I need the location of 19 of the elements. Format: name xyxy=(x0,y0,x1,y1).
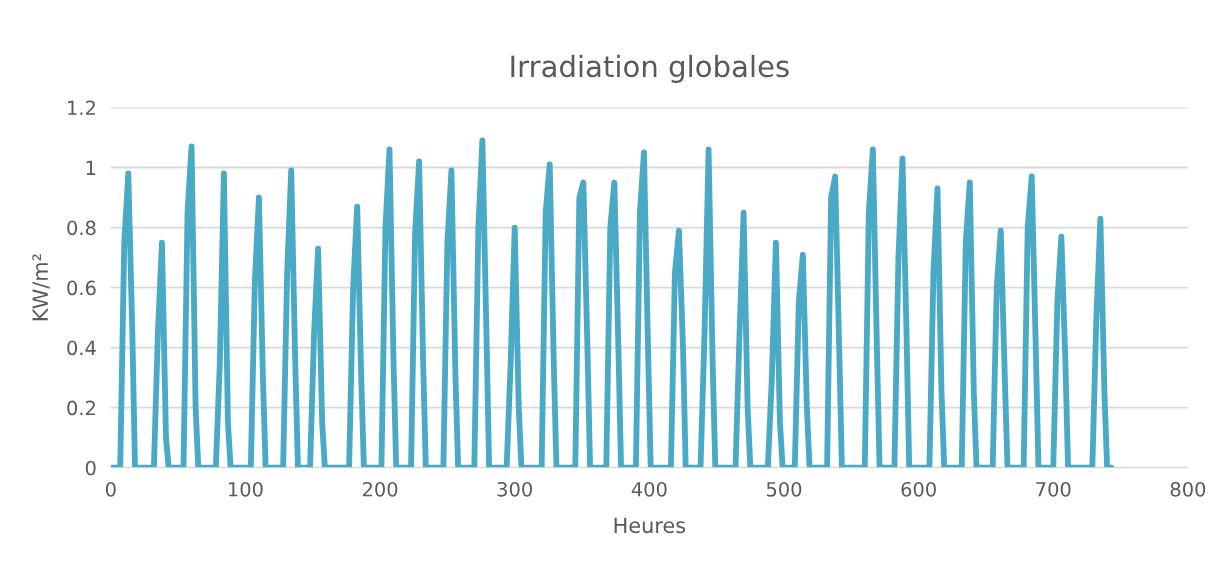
x-tick-label: 700 xyxy=(1036,481,1071,497)
y-tick-label: 0.4 xyxy=(67,340,96,356)
x-tick-label: 0 xyxy=(105,481,116,497)
x-axis-title: Heures xyxy=(614,517,686,534)
y-tick-label: 0 xyxy=(85,460,96,476)
x-tick-label: 300 xyxy=(497,481,532,497)
x-tick-label: 100 xyxy=(229,481,263,497)
x-tick-label: 800 xyxy=(1170,481,1206,497)
x-tick-label: 500 xyxy=(766,481,802,497)
y-tick-label: 0.6 xyxy=(67,280,96,296)
x-tick-label: 600 xyxy=(901,481,936,497)
x-tick-label: 200 xyxy=(362,481,398,497)
y-axis-title: KW/m² xyxy=(32,254,50,321)
y-tick-label: 1.2 xyxy=(68,100,95,115)
x-tick-label: 400 xyxy=(631,481,667,497)
y-tick-label: 0.8 xyxy=(67,220,96,236)
y-tick-label: 0.2 xyxy=(67,400,95,416)
y-tick-label: 1 xyxy=(86,160,96,175)
chart-title: Irradiation globales xyxy=(511,54,789,83)
